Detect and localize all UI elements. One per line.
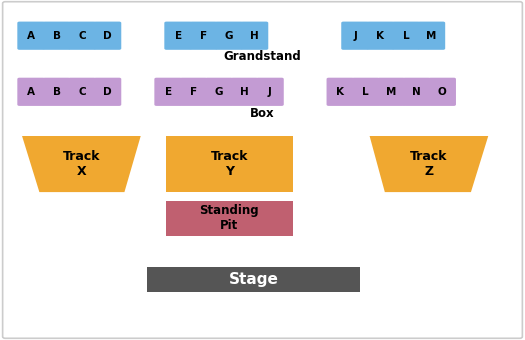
FancyBboxPatch shape [180, 78, 207, 106]
Polygon shape [166, 136, 293, 192]
Text: J: J [353, 31, 357, 41]
Text: B: B [52, 31, 60, 41]
FancyBboxPatch shape [190, 21, 217, 50]
FancyBboxPatch shape [205, 78, 233, 106]
FancyBboxPatch shape [352, 78, 380, 106]
FancyBboxPatch shape [215, 21, 243, 50]
FancyBboxPatch shape [154, 78, 182, 106]
FancyBboxPatch shape [147, 267, 360, 292]
FancyBboxPatch shape [94, 21, 121, 50]
Text: Grandstand: Grandstand [224, 50, 301, 63]
FancyBboxPatch shape [327, 78, 354, 106]
Polygon shape [370, 136, 488, 192]
FancyBboxPatch shape [428, 78, 456, 106]
FancyBboxPatch shape [43, 78, 70, 106]
Text: H: H [250, 31, 259, 41]
Text: K: K [337, 87, 344, 97]
Text: M: M [386, 87, 396, 97]
Text: A: A [27, 87, 35, 97]
Text: D: D [103, 31, 112, 41]
FancyBboxPatch shape [17, 78, 45, 106]
FancyBboxPatch shape [256, 78, 284, 106]
FancyBboxPatch shape [68, 78, 96, 106]
Text: L: L [403, 31, 410, 41]
Text: L: L [362, 87, 369, 97]
Text: N: N [412, 87, 421, 97]
Text: J: J [268, 87, 272, 97]
Text: G: G [215, 87, 223, 97]
FancyBboxPatch shape [68, 21, 96, 50]
FancyBboxPatch shape [418, 21, 445, 50]
Text: M: M [426, 31, 437, 41]
Text: O: O [438, 87, 447, 97]
Text: F: F [200, 31, 207, 41]
Text: C: C [78, 87, 86, 97]
Text: E: E [174, 31, 182, 41]
Text: C: C [78, 31, 86, 41]
FancyBboxPatch shape [43, 21, 70, 50]
FancyBboxPatch shape [166, 201, 293, 236]
Text: E: E [164, 87, 172, 97]
FancyBboxPatch shape [240, 21, 268, 50]
Text: Standing
Pit: Standing Pit [200, 204, 259, 233]
Text: G: G [225, 31, 233, 41]
Polygon shape [22, 136, 141, 192]
FancyBboxPatch shape [377, 78, 405, 106]
FancyBboxPatch shape [366, 21, 394, 50]
Text: D: D [103, 87, 112, 97]
FancyBboxPatch shape [164, 21, 192, 50]
Text: F: F [190, 87, 197, 97]
Text: A: A [27, 31, 35, 41]
FancyBboxPatch shape [392, 21, 420, 50]
FancyBboxPatch shape [17, 21, 45, 50]
FancyBboxPatch shape [94, 78, 121, 106]
Text: K: K [376, 31, 384, 41]
Text: B: B [52, 87, 60, 97]
Text: Track
X: Track X [62, 150, 100, 178]
FancyBboxPatch shape [341, 21, 369, 50]
FancyBboxPatch shape [3, 2, 522, 338]
Text: H: H [240, 87, 249, 97]
Text: Box: Box [250, 107, 275, 120]
Text: Track
Z: Track Z [410, 150, 448, 178]
Text: Stage: Stage [228, 272, 278, 287]
FancyBboxPatch shape [403, 78, 430, 106]
FancyBboxPatch shape [231, 78, 258, 106]
Text: Track
Y: Track Y [211, 150, 248, 178]
